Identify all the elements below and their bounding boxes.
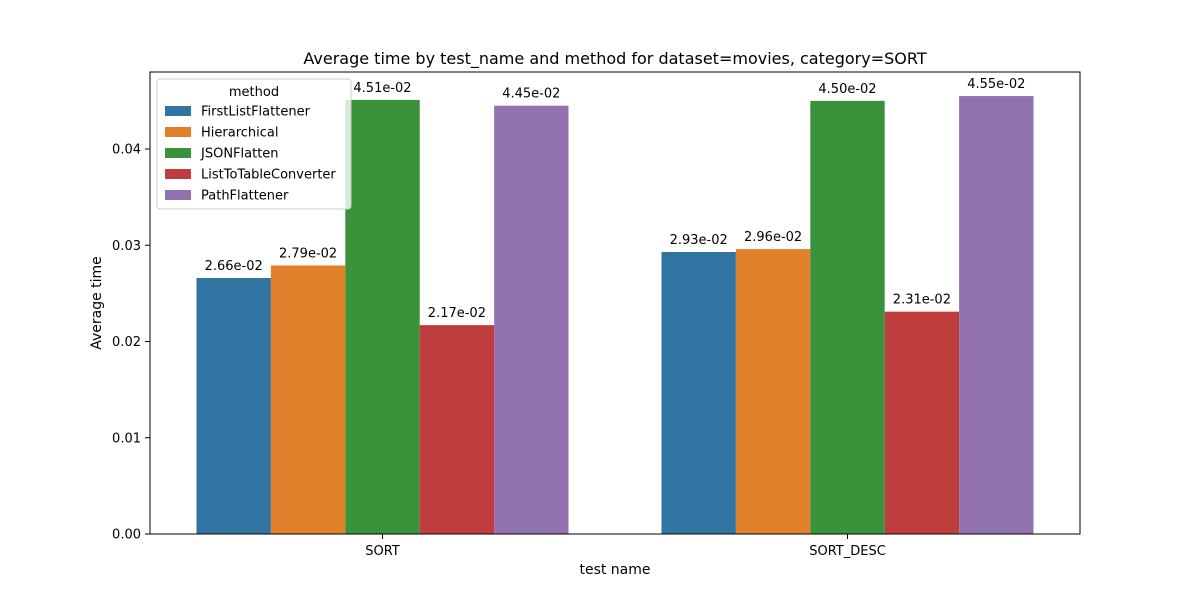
plot-frame	[149, 71, 1081, 535]
y-tick-label: 0.03	[112, 239, 141, 254]
legend-box	[156, 78, 352, 210]
bar-FirstListFlattener-SORT	[196, 277, 271, 534]
legend-swatch-ListToTableConverter	[165, 169, 191, 179]
data-label-PathFlattener-SORT: 4.45e-02	[502, 87, 560, 102]
y-tick-label: 0.01	[112, 431, 141, 446]
data-label-FirstListFlattener-SORT_DESC: 2.93e-02	[670, 233, 728, 248]
bar-JSONFlatten-SORT_DESC	[810, 100, 885, 535]
x-tick-label-SORT_DESC: SORT_DESC	[809, 544, 886, 559]
legend-title: method	[229, 85, 279, 100]
chart-title: Average time by test_name and method for…	[303, 49, 926, 69]
x-axis-label: test name	[579, 562, 650, 578]
legend-swatch-JSONFlatten	[165, 148, 191, 158]
axes-layer: SORT SORT_DESC 0.00 0.01 0.02 0.03 0.04	[112, 71, 1081, 559]
y-tick-label: 0.04	[112, 143, 141, 158]
bar-PathFlattener-SORT_DESC	[959, 96, 1034, 534]
legend: method FirstListFlattener Hierarchical JSON…	[156, 78, 352, 210]
data-labels-layer: 2.66e-02 2.79e-02 4.51e-02 2.17e-02 4.45e-02…	[205, 77, 1026, 321]
bar-Hierarchical-SORT	[270, 265, 346, 534]
data-label-ListToTableConverter-SORT_DESC: 2.31e-02	[893, 293, 951, 308]
y-tick-label: 0.02	[112, 335, 141, 350]
bar-ListToTableConverter-SORT_DESC	[884, 311, 960, 534]
data-label-Hierarchical-SORT_DESC: 2.96e-02	[744, 230, 802, 245]
bars-layer	[196, 96, 1034, 535]
legend-swatch-PathFlattener	[165, 190, 191, 200]
legend-swatch-Hierarchical	[165, 127, 191, 137]
bar-ListToTableConverter-SORT	[419, 325, 495, 534]
data-label-FirstListFlattener-SORT: 2.66e-02	[205, 259, 263, 274]
legend-entry-Hierarchical: Hierarchical	[201, 126, 278, 141]
data-label-ListToTableConverter-SORT: 2.17e-02	[428, 306, 486, 321]
legend-entry-PathFlattener: PathFlattener	[201, 189, 289, 204]
data-label-JSONFlatten-SORT_DESC: 4.50e-02	[818, 82, 876, 97]
x-tick-label-SORT: SORT	[365, 544, 400, 559]
bar-FirstListFlattener-SORT_DESC	[661, 251, 736, 535]
data-label-JSONFlatten-SORT: 4.51e-02	[353, 81, 411, 96]
legend-entry-FirstListFlattener: FirstListFlattener	[201, 105, 311, 120]
legend-entry-JSONFlatten: JSONFlatten	[200, 147, 279, 162]
legend-swatch-FirstListFlattener	[165, 106, 191, 116]
data-label-Hierarchical-SORT: 2.79e-02	[279, 246, 337, 261]
bar-Hierarchical-SORT_DESC	[735, 249, 811, 534]
bar-JSONFlatten-SORT	[345, 99, 420, 534]
legend-entry-ListToTableConverter: ListToTableConverter	[201, 168, 336, 183]
y-axis-label: Average time	[89, 256, 105, 350]
data-label-PathFlattener-SORT_DESC: 4.55e-02	[967, 77, 1025, 92]
y-tick-label: 0.00	[112, 528, 141, 543]
bar-PathFlattener-SORT	[494, 105, 569, 534]
